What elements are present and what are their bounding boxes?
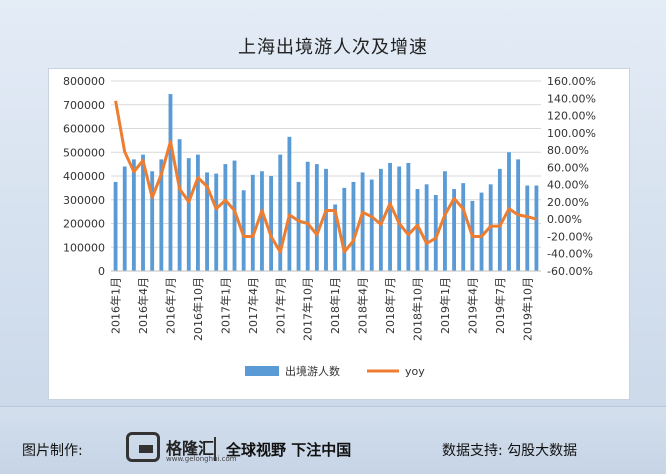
bar (122, 166, 127, 271)
brand-logo-icon (126, 432, 160, 462)
y-right-tick-label: 160.00% (547, 75, 596, 88)
bar (461, 183, 466, 271)
footer-divider (214, 437, 216, 461)
x-tick-label: 2019年1月 (438, 277, 452, 334)
bar (287, 136, 292, 271)
bar (433, 195, 438, 271)
y-right-tick-label: 100.00% (547, 127, 596, 140)
y-right-tick-label: 120.00% (547, 110, 596, 123)
bar (534, 185, 539, 271)
y-right-tick-label: 60.00% (547, 161, 589, 174)
x-tick-label: 2017年1月 (218, 277, 232, 334)
x-tick-label: 2018年4月 (356, 277, 370, 334)
x-tick-label: 2016年7月 (163, 277, 177, 334)
bar (378, 168, 383, 271)
y-left-tick-label: 200000 (63, 218, 105, 231)
bar (424, 184, 429, 271)
brand-url: www.gelonghui.com (166, 455, 237, 463)
bar (406, 162, 411, 271)
bar (525, 185, 530, 271)
x-tick-label: 2019年7月 (493, 277, 507, 334)
slogan: 全球视野 下注中国 (226, 441, 352, 459)
y-left-tick-label: 600000 (63, 123, 105, 136)
bar (415, 189, 420, 271)
bar (278, 154, 283, 271)
bar (214, 173, 219, 271)
bar (314, 164, 319, 271)
bar (232, 160, 237, 271)
x-tick-label: 2017年4月 (246, 277, 260, 334)
bar (443, 171, 447, 271)
y-left-tick-label: 300000 (63, 194, 105, 207)
y-right-tick-label: 140.00% (547, 92, 596, 105)
bar (159, 159, 164, 271)
x-tick-label: 2018年7月 (383, 277, 397, 334)
bar (177, 139, 182, 271)
y-right-tick-label: 80.00% (547, 144, 589, 157)
bar (168, 94, 173, 271)
bar (369, 179, 374, 271)
y-right-tick-label: 0.00% (547, 213, 582, 226)
x-tick-label: 2019年4月 (465, 277, 479, 334)
bar (241, 190, 246, 271)
bar (186, 158, 191, 271)
x-tick-label: 2016年1月 (109, 277, 123, 334)
y-left-tick-label: 100000 (63, 241, 105, 254)
bar (479, 192, 484, 271)
brand-name: 格隆汇 (166, 439, 215, 458)
bar (296, 181, 301, 271)
y-left-tick-label: 800000 (63, 75, 105, 88)
y-right-tick-label: -20.00% (547, 230, 593, 243)
chart-title: 上海出境游人次及增速 (238, 37, 428, 58)
bar (452, 189, 457, 271)
bar (324, 168, 328, 271)
footer: 图片制作: 格隆汇 www.gelonghui.com 全球视野 下注中国 数据… (0, 406, 666, 474)
bar (388, 162, 392, 271)
bar (195, 154, 200, 271)
bar (260, 171, 264, 271)
chart-svg: 0 100000 200000 300000 400000 500000 600000 700… (63, 75, 596, 378)
legend-line-label: yoy (405, 365, 425, 378)
bar (497, 168, 502, 271)
x-tick-label: 2018年10月 (410, 277, 424, 341)
x-tick-label: 2016年4月 (136, 277, 150, 334)
x-tick-label: 2018年1月 (328, 277, 342, 334)
legend-bar-label: 出境游人数 (285, 364, 340, 378)
bar (333, 204, 338, 271)
bar (205, 172, 209, 271)
bar (305, 161, 310, 271)
bar (141, 154, 145, 271)
y-left-tick-label: 0 (98, 265, 105, 278)
x-tick-label: 2019年10月 (520, 277, 534, 341)
bar (113, 181, 118, 271)
data-support: 数据支持: 勾股大数据 (442, 443, 578, 459)
y-right-tick-label: -40.00% (547, 248, 593, 261)
bar (250, 174, 255, 271)
y-left-tick-label: 400000 (63, 170, 105, 183)
bar (351, 181, 356, 271)
x-tick-label: 2017年10月 (301, 277, 315, 341)
yoy-line (114, 100, 537, 254)
bar (397, 166, 402, 271)
made-by-label: 图片制作: (22, 443, 83, 459)
x-tick-label: 2016年10月 (191, 277, 205, 341)
bar (269, 176, 274, 271)
x-tick-label: 2017年7月 (273, 277, 287, 334)
chart-plot-area: 0 100000 200000 300000 400000 500000 600000 700… (48, 68, 630, 400)
y-left-tick-label: 500000 (63, 146, 105, 159)
y-left-tick-label: 700000 (63, 99, 105, 112)
bar (150, 171, 155, 271)
y-right-tick-label: 40.00% (547, 179, 589, 192)
bar (360, 172, 365, 271)
bar (131, 159, 136, 271)
y-right-tick-label: -60.00% (547, 265, 593, 278)
bar (342, 187, 347, 271)
bar (223, 164, 228, 271)
y-right-tick-label: 20.00% (547, 196, 589, 209)
legend-bar-swatch (245, 366, 279, 376)
